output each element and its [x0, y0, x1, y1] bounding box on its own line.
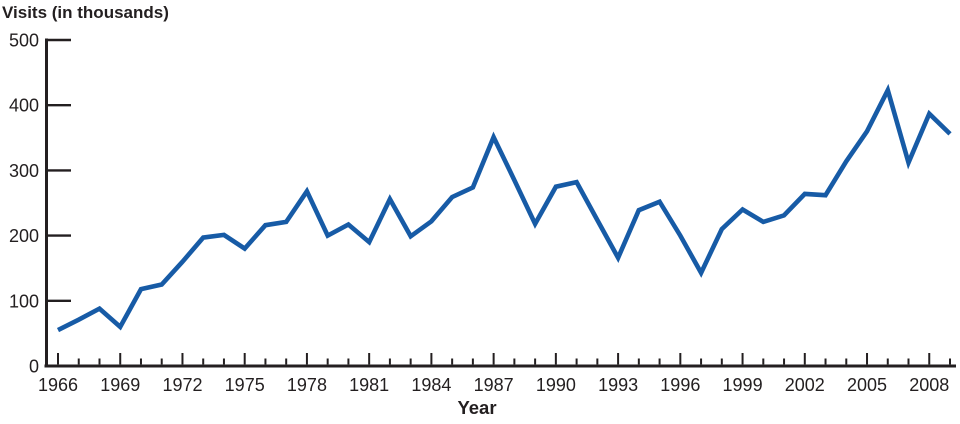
y-tick-label: 0 [29, 357, 39, 377]
y-tick-label: 100 [9, 291, 39, 311]
y-tick-label: 400 [9, 96, 39, 116]
x-tick-label: 2008 [909, 375, 949, 395]
x-tick-label: 1996 [660, 375, 700, 395]
visits-series-line [56, 83, 952, 333]
x-tick-label: 1972 [162, 375, 202, 395]
y-tick-label: 500 [9, 31, 39, 51]
x-axis-ticks: 1966 1969 1972 1975 1978 1981 1984 1987 1990 1993… [38, 353, 951, 395]
x-axis-title: Year [457, 397, 496, 418]
x-tick-label: 1990 [536, 375, 576, 395]
x-tick-label: 1978 [287, 375, 327, 395]
y-tick-label: 200 [9, 226, 39, 246]
y-tick-label: 300 [9, 161, 39, 181]
chart-title: Visits (in thousands) [2, 3, 169, 22]
x-tick-label: 2002 [785, 375, 825, 395]
x-tick-label: 1969 [100, 375, 140, 395]
x-tick-label: 1993 [598, 375, 638, 395]
x-tick-label: 1987 [474, 375, 514, 395]
x-tick-label: 1966 [38, 375, 78, 395]
x-tick-label: 1975 [225, 375, 265, 395]
y-axis-ticks: 0 100 200 300 400 500 [9, 31, 71, 377]
x-tick-label: 1981 [349, 375, 389, 395]
x-tick-label: 1999 [723, 375, 763, 395]
x-tick-label: 2005 [847, 375, 887, 395]
x-tick-label: 1984 [411, 375, 451, 395]
